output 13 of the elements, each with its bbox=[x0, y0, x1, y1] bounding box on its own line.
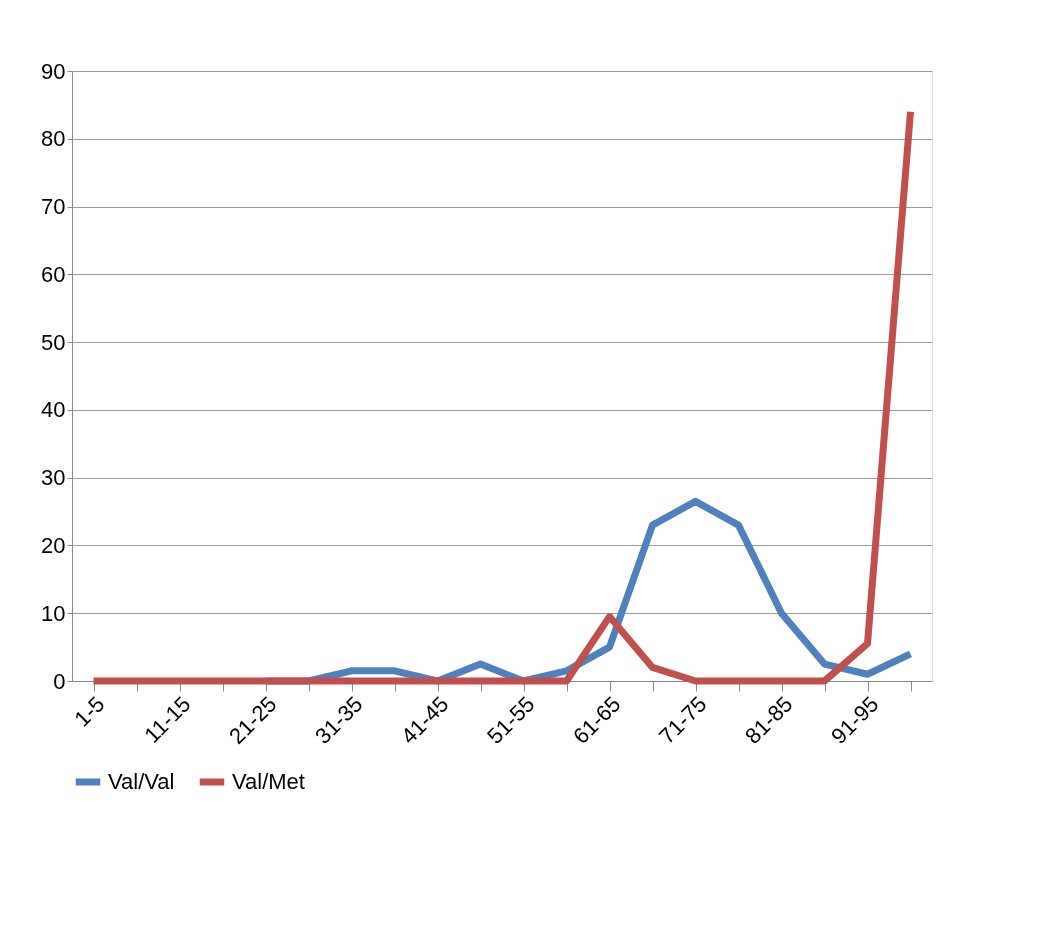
y-tick-label: 60 bbox=[41, 261, 66, 287]
y-tick-label: 30 bbox=[41, 465, 66, 491]
y-tick-label: 20 bbox=[41, 532, 66, 558]
y-tick-label: 40 bbox=[41, 397, 66, 423]
legend-label: Val/Val bbox=[108, 769, 175, 794]
x-tick-label: 1-5 bbox=[69, 691, 110, 732]
y-tick-label: 70 bbox=[41, 194, 66, 220]
y-tick-label: 10 bbox=[41, 600, 66, 626]
y-tick-label: 80 bbox=[41, 126, 66, 152]
y-tick-label: 0 bbox=[53, 668, 66, 694]
y-tick-label: 50 bbox=[41, 329, 66, 355]
y-tick-label: 90 bbox=[41, 58, 66, 84]
legend-label: Val/Met bbox=[232, 769, 305, 794]
